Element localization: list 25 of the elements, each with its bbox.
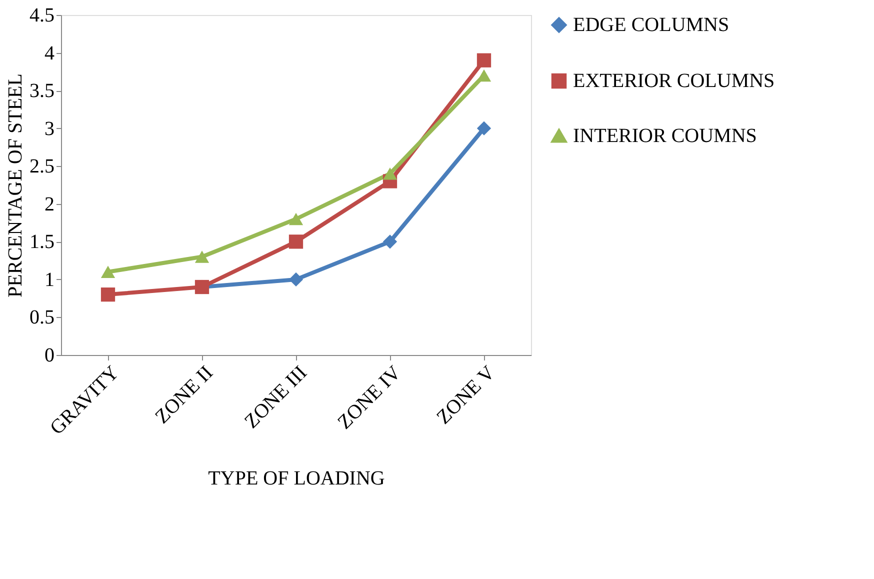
legend-label: EDGE COLUMNS	[573, 14, 730, 36]
y-tick-label: 0	[44, 344, 54, 366]
point	[382, 168, 398, 180]
point	[288, 212, 304, 226]
legend-label: EXTERIOR COLUMNS	[573, 70, 775, 92]
y-tick-label: 2.5	[30, 156, 54, 178]
y-tick-label: 4	[44, 42, 54, 64]
y-tick-label: 1	[44, 268, 54, 291]
y-axis-title: PERCENTAGE OF STEEL	[4, 74, 26, 298]
point	[476, 121, 492, 136]
point	[194, 250, 210, 263]
y-tick-label: 2	[44, 193, 54, 216]
point	[382, 234, 398, 249]
x-axis-title: TYPE OF LOADING	[208, 467, 385, 490]
point	[100, 287, 116, 302]
point	[100, 266, 116, 278]
y-tick-label: 1.5	[30, 231, 54, 254]
y-tick-label: 4.5	[30, 4, 54, 26]
point	[288, 272, 304, 287]
legend-label: INTERIOR COUMNS	[573, 125, 757, 147]
point	[288, 234, 304, 249]
point	[476, 53, 492, 68]
y-tick-label: 3.5	[30, 80, 54, 102]
y-tick-label: 3	[44, 118, 54, 140]
y-tick-label: 0.5	[30, 306, 54, 329]
